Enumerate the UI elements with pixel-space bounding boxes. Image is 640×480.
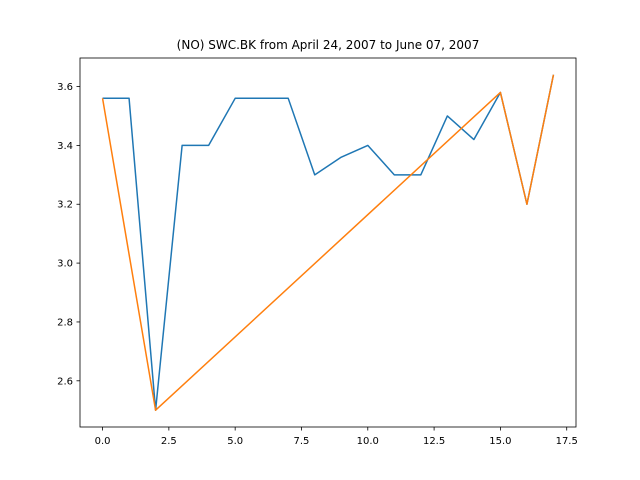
y-tick-label: 3.4 xyxy=(57,141,73,152)
y-axis-ticks: 2.6 2.8 3.0 3.2 3.4 3.6 xyxy=(57,82,80,387)
x-tick-label: 10.0 xyxy=(357,436,379,447)
y-tick-label: 3.2 xyxy=(57,200,73,211)
x-tick-label: 12.5 xyxy=(423,436,445,447)
series-line-2 xyxy=(101,74,555,411)
x-tick-label: 17.5 xyxy=(556,436,578,447)
plot-frame xyxy=(79,57,577,428)
x-tick-label: 15.0 xyxy=(489,436,511,447)
x-tick-label: 5.0 xyxy=(227,436,243,447)
series-layer xyxy=(101,74,555,411)
x-tick-label: 0.0 xyxy=(95,436,111,447)
y-tick-label: 3.0 xyxy=(57,259,73,270)
y-tick-label: 2.8 xyxy=(57,317,73,328)
chart-title: (NO) SWC.BK from April 24, 2007 to June … xyxy=(177,38,480,52)
x-tick-label: 2.5 xyxy=(161,436,177,447)
y-tick-label: 2.6 xyxy=(57,376,73,387)
series-line-1 xyxy=(102,74,555,411)
y-tick-label: 3.6 xyxy=(57,82,73,93)
x-tick-label: 7.5 xyxy=(294,436,310,447)
x-axis-ticks: 0.0 2.5 5.0 7.5 10.0 12.5 15.0 17.5 xyxy=(95,427,578,447)
